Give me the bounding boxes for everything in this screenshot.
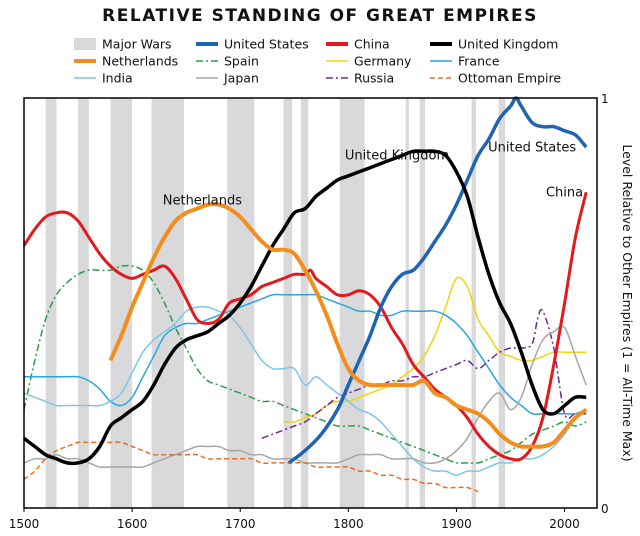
war-band-1866-1871 — [419, 98, 426, 508]
legend-label-russia: Russia — [354, 71, 394, 86]
annotation-united-states: United States — [488, 140, 576, 155]
x-tick-label-1500: 1500 — [9, 517, 40, 531]
legend-label-major-wars: Major Wars — [102, 37, 172, 52]
annotation-china: China — [546, 185, 583, 200]
legend-label-netherlands: Netherlands — [102, 54, 178, 69]
plot-frame — [23, 97, 598, 509]
legend-label-ottoman-empire: Ottoman Empire — [458, 71, 561, 86]
war-band-1756-1763 — [300, 98, 309, 508]
series-line-germany — [283, 276, 587, 423]
series-line-spain — [23, 264, 587, 464]
annotation-united-kingdom: United Kingdom — [345, 149, 449, 164]
legend: Major Wars United States China United Kingd… — [74, 37, 561, 86]
series-line-china — [22, 191, 588, 462]
series-line-ottoman-empire — [23, 441, 479, 493]
x-tick-label-2000: 2000 — [549, 517, 580, 531]
series-line-united-states — [287, 96, 588, 465]
legend-label-spain: Spain — [224, 54, 259, 69]
war-band-1550-1560 — [78, 98, 89, 508]
major-wars-layer — [45, 98, 506, 508]
war-band-1618-1648 — [151, 98, 185, 508]
legend-label-germany: Germany — [354, 54, 412, 69]
legend-label-united-kingdom: United Kingdom — [458, 37, 558, 52]
legend-label-france: France — [458, 54, 500, 69]
series-line-india — [23, 305, 587, 476]
y-tick-label-0: 0 — [601, 502, 609, 516]
y-axis-label: Level Relative to Other Empires (1 = All… — [620, 144, 635, 461]
y-tick-label-1: 1 — [601, 92, 609, 106]
series-line-russia — [261, 308, 587, 440]
war-band-1580-1600 — [110, 98, 133, 508]
x-tick-label-1600: 1600 — [117, 517, 148, 531]
legend-swatch-major-wars — [74, 38, 96, 50]
x-tick-label-1800: 1800 — [333, 517, 364, 531]
chart-title: RELATIVE STANDING OF GREAT EMPIRES — [102, 6, 538, 26]
series-line-france — [23, 293, 587, 416]
series-line-united-kingdom — [22, 149, 587, 466]
war-band-1740-1748 — [283, 98, 293, 508]
annotations: Netherlands United Kingdom United States Ch… — [163, 140, 583, 208]
series-layer — [22, 96, 588, 493]
legend-label-japan: Japan — [223, 71, 259, 86]
annotation-netherlands: Netherlands — [163, 194, 242, 209]
war-band-1792-1815 — [339, 98, 365, 508]
x-tick-label-1900: 1900 — [441, 517, 472, 531]
war-band-1939-1945 — [498, 98, 506, 508]
legend-label-india: India — [102, 71, 133, 86]
war-band-1520-1530 — [45, 98, 57, 508]
legend-label-china: China — [354, 37, 390, 52]
axis-ticks: 1500 1600 1700 1800 1900 2000 0 1 — [9, 92, 609, 531]
legend-label-united-states: United States — [224, 37, 309, 52]
series-line-netherlands — [108, 202, 588, 449]
war-band-1914-1918 — [471, 98, 476, 508]
x-tick-label-1700: 1700 — [225, 517, 256, 531]
war-band-1853-1856 — [405, 98, 409, 508]
